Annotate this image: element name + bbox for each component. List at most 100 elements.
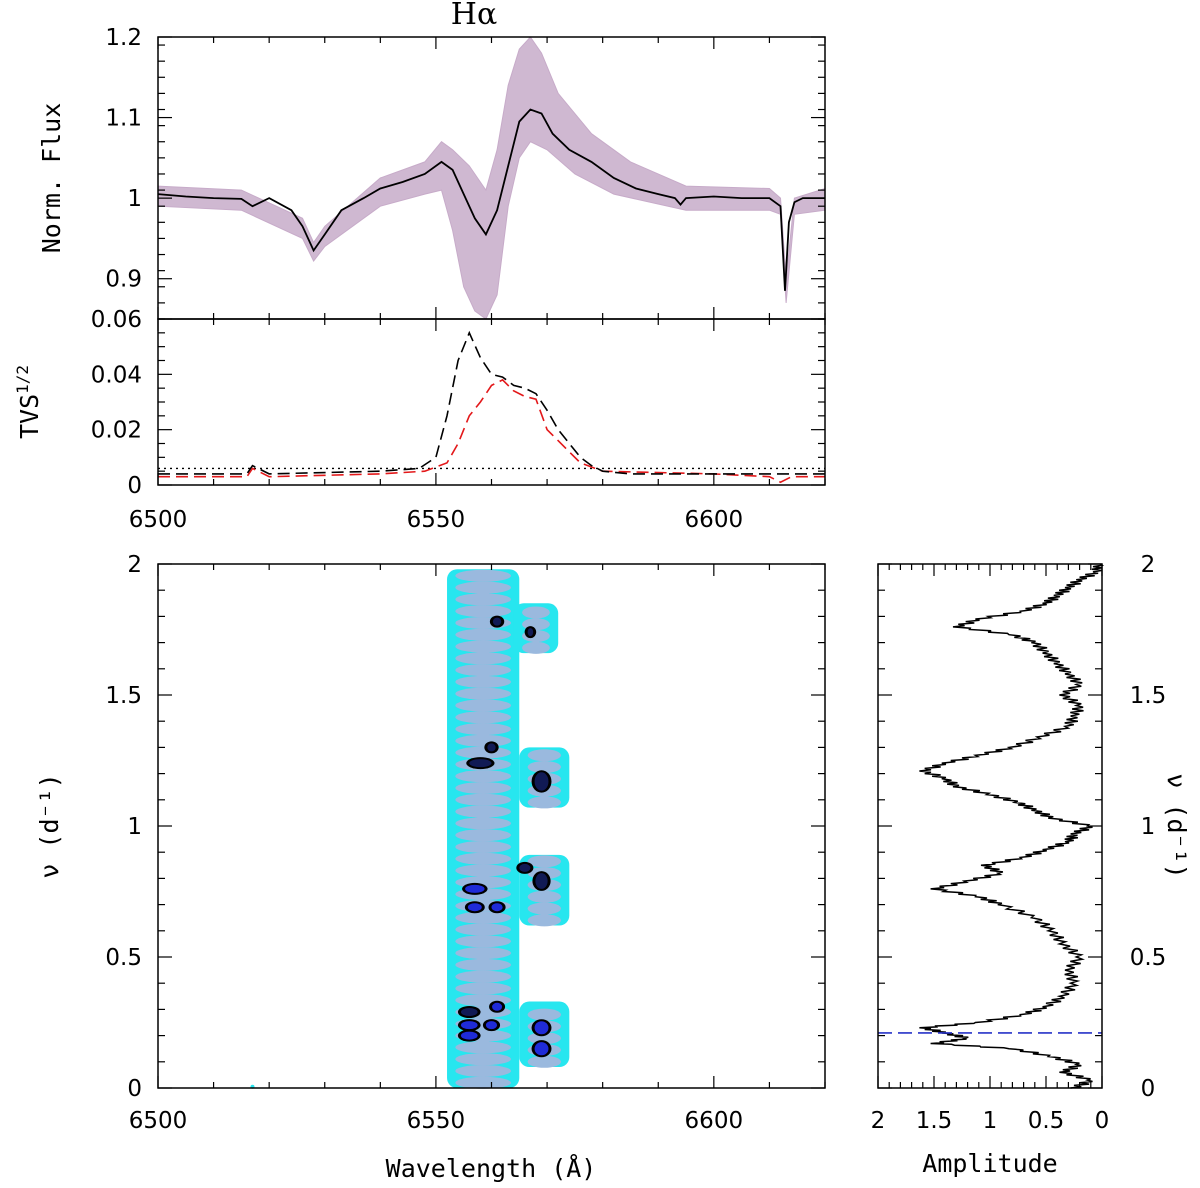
y-tick-label: 2 — [1141, 552, 1156, 578]
heatmap-frame — [157, 563, 826, 1089]
power-peak — [465, 884, 485, 893]
y-tick-label: 0.04 — [91, 362, 142, 388]
x-tick-label: 6600 — [685, 507, 744, 533]
tvs-all-line — [158, 330, 825, 475]
amplitude-ylabel: ν (d⁻¹) — [1162, 773, 1191, 878]
power-peak — [467, 903, 482, 912]
power-band — [455, 593, 511, 606]
power-band — [455, 605, 511, 618]
x-tick-label: 6550 — [407, 507, 466, 533]
power-band — [527, 761, 561, 774]
y-tick-label: 0 — [127, 1076, 142, 1102]
periodogram-2d-panel: 6500 6550 6600 0 0.5 1 1.5 2 Wavelength (Å) ν (… — [35, 552, 826, 1183]
power-band — [455, 970, 511, 983]
x-tick-label: 6500 — [129, 1108, 188, 1134]
power-peak — [527, 628, 534, 637]
power-band — [455, 911, 511, 924]
power-band — [455, 664, 511, 677]
power-band — [455, 687, 511, 700]
power-band — [455, 982, 511, 995]
x-tick-label: 6550 — [407, 1108, 466, 1134]
power-band — [522, 606, 550, 619]
power-band — [455, 675, 511, 688]
y-tick-label: 0.02 — [91, 418, 142, 444]
power-band — [455, 1076, 511, 1089]
x-tick-label: 6600 — [685, 1108, 744, 1134]
x-tick-label: 0 — [1095, 1108, 1110, 1134]
power-band — [455, 852, 511, 865]
y-tick-label: 1 — [127, 814, 142, 840]
power-peak — [492, 617, 502, 626]
tvs-frame — [157, 318, 826, 486]
power-band — [455, 923, 511, 936]
y-tick-label: 0 — [1141, 1076, 1156, 1102]
power-band — [455, 746, 511, 759]
power-band — [455, 958, 511, 971]
power-band — [455, 1064, 511, 1077]
power-band — [455, 805, 511, 818]
power-band — [455, 734, 511, 747]
y-tick-label: 0.5 — [1130, 945, 1167, 971]
power-peak — [460, 1031, 478, 1040]
power-peak — [469, 759, 492, 768]
power-peak — [460, 1008, 478, 1017]
power-band — [455, 699, 511, 712]
power-band — [455, 1041, 511, 1054]
power-peak — [519, 863, 531, 872]
power-band — [455, 569, 511, 582]
y-tick-label: 0.9 — [105, 267, 142, 293]
power-band — [527, 1008, 561, 1021]
power-band — [455, 581, 511, 594]
tvs-panel: 6500 6550 6600 0 0.02 0.04 0.06 TVS1/2 — [13, 307, 826, 533]
spectra-envelope — [157, 36, 826, 320]
power-band — [527, 1055, 561, 1068]
flux-ylabel: Norm. Flux — [37, 103, 66, 254]
chart-title: Hα — [451, 0, 497, 32]
power-band — [522, 641, 550, 654]
power-band — [455, 711, 511, 724]
mean-spectrum-line — [157, 108, 825, 291]
power-band — [455, 628, 511, 641]
power-band — [455, 640, 511, 653]
power-band — [455, 817, 511, 830]
power-band — [527, 890, 561, 903]
y-tick-label: 1.5 — [105, 683, 142, 709]
power-band — [455, 793, 511, 806]
tvs-subset-line — [158, 378, 825, 484]
power-band — [455, 829, 511, 842]
y-tick-label: 1.1 — [105, 106, 142, 132]
power-band — [527, 749, 561, 762]
power-peak — [487, 743, 496, 752]
amplitude-line — [919, 563, 1105, 1089]
power-peak — [534, 772, 549, 791]
flux-panel: Hα 0.9 1 1.1 1.2 Norm. Flux — [37, 0, 826, 320]
tvs-ylabel: TVS1/2 — [13, 365, 44, 439]
power-peak — [535, 873, 548, 889]
power-peak — [492, 1002, 503, 1011]
power-band — [455, 723, 511, 736]
y-tick-label: 2 — [127, 552, 142, 578]
power-peak — [460, 1021, 478, 1030]
y-tick-label: 1.5 — [1130, 683, 1167, 709]
heatmap-ylabel: ν (d⁻¹) — [35, 773, 64, 878]
y-tick-label: 0.5 — [105, 945, 142, 971]
power-band — [455, 652, 511, 665]
power-peak — [491, 903, 503, 912]
amplitude-xlabel: Amplitude — [922, 1149, 1057, 1178]
power-band — [455, 1053, 511, 1066]
power-band — [455, 770, 511, 783]
power-band — [455, 864, 511, 877]
x-tick-label: 1 — [983, 1108, 998, 1134]
heatmap-xlabel: Wavelength (Å) — [386, 1154, 597, 1183]
y-tick-label: 0.06 — [91, 307, 142, 333]
power-band — [455, 782, 511, 795]
power-peak — [534, 1021, 549, 1035]
power-band — [527, 1032, 561, 1045]
tvs-ylabel-exponent: 1/2 — [13, 365, 32, 394]
power-band — [455, 840, 511, 853]
y-tick-label: 0 — [127, 473, 142, 499]
amplitude-frame — [877, 563, 1103, 1089]
power-band — [455, 947, 511, 960]
y-tick-label: 1 — [1141, 814, 1156, 840]
